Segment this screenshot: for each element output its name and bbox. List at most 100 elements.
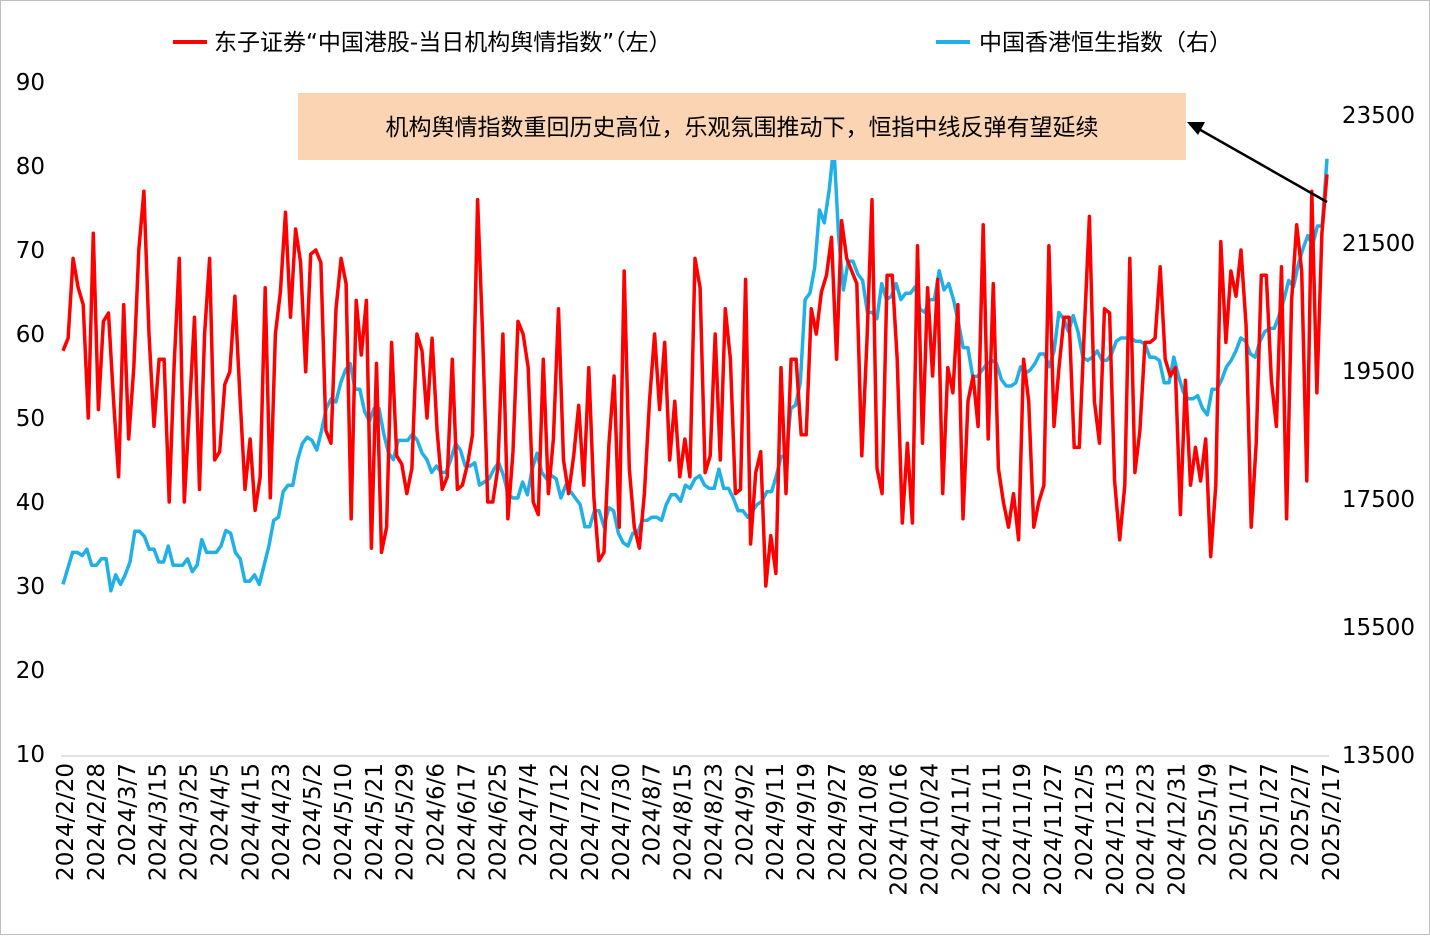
left-axis: 90 80 70 60 50 40 30 20 10 (16, 70, 45, 768)
x-axis-tick-label: 2024/10/24 (918, 763, 944, 896)
x-axis-tick: 2024/12/13 (1103, 763, 1129, 896)
left-axis-tick: 50 (16, 406, 45, 432)
x-axis-tick: 2024/11/19 (1010, 763, 1036, 896)
x-axis-tick: 2024/3/25 (177, 763, 203, 881)
x-axis-tick-label: 2024/4/15 (238, 763, 264, 881)
right-axis-tick: 17500 (1342, 487, 1415, 513)
right-axis-tick: 19500 (1342, 359, 1415, 385)
x-axis-tick-label: 2024/7/22 (578, 763, 604, 881)
annotation: 机构舆情指数重回历史高位，乐观氛围推动下，恒指中线反弹有望延续 (298, 93, 1328, 204)
x-axis-tick: 2024/4/23 (269, 763, 295, 881)
x-axis-tick: 2025/1/9 (1195, 763, 1221, 866)
right-axis-tick: 13500 (1342, 743, 1415, 769)
x-axis-tick: 2024/9/2 (732, 763, 758, 866)
x-axis-tick-label: 2024/7/12 (547, 763, 573, 881)
x-axis-tick-label: 2024/9/2 (732, 763, 758, 866)
x-axis-tick: 2024/11/1 (948, 763, 974, 881)
x-axis-tick: 2024/6/6 (424, 763, 450, 866)
x-axis-tick: 2024/8/23 (701, 763, 727, 881)
x-axis-tick: 2024/2/28 (84, 763, 110, 881)
x-axis-tick-label: 2024/2/20 (53, 763, 79, 881)
legend: 东子证券“中国港股-当日机构舆情指数”（左） 中国香港恒生指数（右） (173, 30, 1232, 56)
x-axis-tick-label: 2024/3/25 (177, 763, 203, 881)
x-axis-tick-label: 2024/8/23 (701, 763, 727, 881)
x-axis-tick-label: 2024/11/1 (948, 763, 974, 881)
x-axis-tick-label: 2025/2/7 (1288, 763, 1314, 866)
x-axis-tick-label: 2024/12/13 (1103, 763, 1129, 896)
right-axis: 23500 21500 19500 17500 15500 13500 (1342, 103, 1415, 769)
x-axis-tick-label: 2024/11/11 (979, 763, 1005, 896)
annotation-arrow (1196, 126, 1328, 204)
x-axis-tick: 2024/7/4 (516, 763, 542, 866)
left-axis-tick: 40 (16, 490, 45, 516)
x-axis-tick-label: 2024/5/10 (331, 763, 357, 881)
x-axis-tick: 2025/1/17 (1226, 763, 1252, 881)
x-axis-tick-label: 2024/4/5 (207, 763, 233, 866)
x-axis-tick: 2024/10/16 (887, 763, 913, 896)
x-axis-tick: 2024/8/7 (640, 763, 666, 866)
left-axis-tick: 90 (16, 70, 45, 96)
left-axis-tick: 30 (16, 574, 45, 600)
x-axis-tick-label: 2024/6/6 (424, 763, 450, 866)
x-axis-tick-label: 2024/9/11 (763, 763, 789, 881)
x-axis-tick: 2024/7/30 (609, 763, 635, 881)
right-axis-tick: 23500 (1342, 103, 1415, 129)
sentiment-series-line (61, 174, 1329, 588)
x-axis-tick: 2024/9/11 (763, 763, 789, 881)
x-axis-tick: 2024/8/15 (671, 763, 697, 881)
x-axis-tick-label: 2025/2/17 (1319, 763, 1345, 881)
x-axis-tick: 2025/2/7 (1288, 763, 1314, 866)
x-axis-tick: 2024/6/17 (454, 763, 480, 881)
left-axis-tick: 20 (16, 658, 45, 684)
x-axis-tick: 2024/12/23 (1134, 763, 1160, 896)
x-axis-tick: 2024/5/10 (331, 763, 357, 881)
x-axis-tick-label: 2024/3/15 (146, 763, 172, 881)
x-axis-tick-label: 2024/12/5 (1072, 763, 1098, 881)
x-axis-tick: 2024/4/15 (238, 763, 264, 881)
hsi-series-line (61, 144, 1329, 593)
x-axis-tick-label: 2024/5/29 (393, 763, 419, 881)
x-axis-tick: 2024/10/24 (918, 763, 944, 896)
x-axis-tick-label: 2024/3/7 (115, 763, 141, 866)
left-axis-tick: 60 (16, 322, 45, 348)
right-axis-tick: 21500 (1342, 231, 1415, 257)
x-axis-tick-label: 2024/12/31 (1165, 763, 1191, 896)
x-axis-tick: 2025/2/17 (1319, 763, 1345, 881)
x-axis-tick-label: 2024/6/17 (454, 763, 480, 881)
x-axis: 2024/2/20 2024/2/28 2024/3/7 2024/3/15 2024/… (53, 763, 1345, 896)
x-axis-tick: 2024/11/11 (979, 763, 1005, 896)
x-axis-tick-label: 2024/8/15 (671, 763, 697, 881)
x-axis-tick: 2024/5/2 (300, 763, 326, 866)
x-axis-tick-label: 2025/1/27 (1257, 763, 1283, 881)
x-axis-tick-label: 2024/5/2 (300, 763, 326, 866)
x-axis-tick-label: 2025/1/9 (1195, 763, 1221, 866)
left-axis-tick: 70 (16, 238, 45, 264)
left-axis-tick: 80 (16, 154, 45, 180)
left-axis-tick: 10 (16, 742, 45, 768)
x-axis-tick-label: 2024/7/30 (609, 763, 635, 881)
x-axis-tick-label: 2024/5/21 (362, 763, 388, 881)
x-axis-tick-label: 2024/9/19 (794, 763, 820, 881)
x-axis-tick: 2024/10/8 (856, 763, 882, 881)
x-axis-tick: 2024/9/19 (794, 763, 820, 881)
x-axis-tick: 2024/4/5 (207, 763, 233, 866)
x-axis-tick: 2024/3/15 (146, 763, 172, 881)
x-axis-tick: 2024/5/21 (362, 763, 388, 881)
x-axis-tick: 2025/1/27 (1257, 763, 1283, 881)
annotation-box (298, 93, 1186, 160)
x-axis-tick-label: 2024/2/28 (84, 763, 110, 881)
x-axis-tick: 2024/5/29 (393, 763, 419, 881)
legend-label-hsi: 中国香港恒生指数（右） (979, 30, 1232, 56)
right-axis-tick: 15500 (1342, 615, 1415, 641)
x-axis-tick-label: 2024/11/27 (1041, 763, 1067, 896)
x-axis-tick: 2024/12/31 (1165, 763, 1191, 896)
x-axis-tick-label: 2024/6/25 (485, 763, 511, 881)
x-axis-tick-label: 2024/10/16 (887, 763, 913, 896)
x-axis-tick-label: 2024/4/23 (269, 763, 295, 881)
x-axis-tick: 2024/6/25 (485, 763, 511, 881)
annotation-arrowhead (1187, 122, 1205, 135)
x-axis-tick: 2024/11/27 (1041, 763, 1067, 896)
x-axis-tick-label: 2024/11/19 (1010, 763, 1036, 896)
